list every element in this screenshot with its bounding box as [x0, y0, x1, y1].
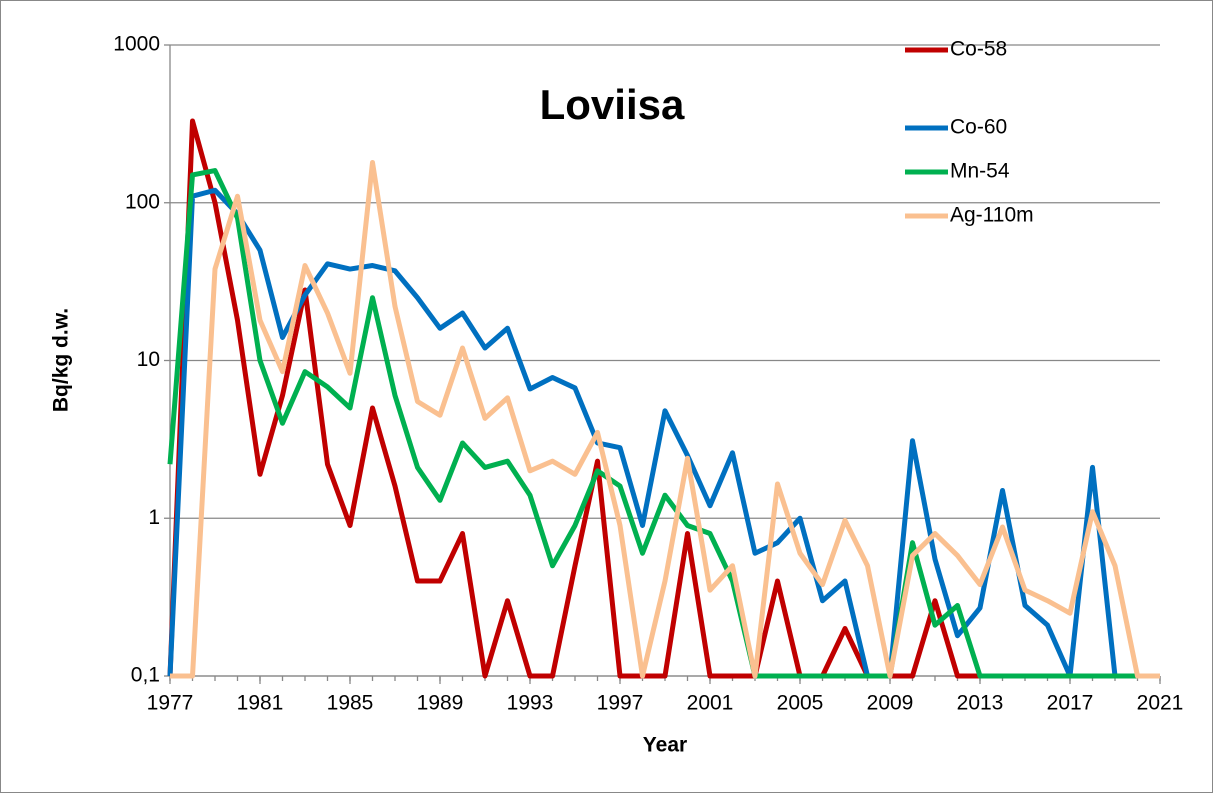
y-tick-label: 10: [137, 348, 160, 371]
x-tick-label: 2005: [777, 692, 824, 715]
x-tick-label: 1981: [237, 692, 284, 715]
x-tick-label: 1985: [327, 692, 374, 715]
legend-label: Co-58: [950, 38, 1007, 61]
y-tick-label: 0,1: [131, 664, 160, 687]
x-tick-label: 2009: [867, 692, 914, 715]
chart-title: Loviisa: [540, 81, 685, 128]
y-tick-label: 1000: [113, 33, 160, 56]
legend-label: Mn-54: [950, 160, 1010, 183]
series-line: [167, 187, 1160, 679]
legend-label: Ag-110m: [950, 204, 1034, 227]
series-line: [170, 159, 1160, 679]
x-tick-label: 2013: [957, 692, 1004, 715]
x-tick-label: 1977: [147, 692, 194, 715]
legend-label: Co-60: [950, 116, 1007, 139]
y-axis-label: Bq/kg d.w.: [50, 308, 73, 412]
x-tick-label: 1989: [417, 692, 464, 715]
x-axis-label: Year: [643, 734, 687, 757]
y-tick-label: 1: [148, 506, 160, 529]
x-tick-label: 1993: [507, 692, 554, 715]
y-tick-label: 100: [125, 190, 160, 213]
series-line: [167, 168, 1160, 679]
x-tick-label: 1997: [597, 692, 644, 715]
x-tick-label: 2001: [687, 692, 734, 715]
x-tick-label: 2017: [1047, 692, 1094, 715]
x-tick-label: 2021: [1137, 692, 1184, 715]
